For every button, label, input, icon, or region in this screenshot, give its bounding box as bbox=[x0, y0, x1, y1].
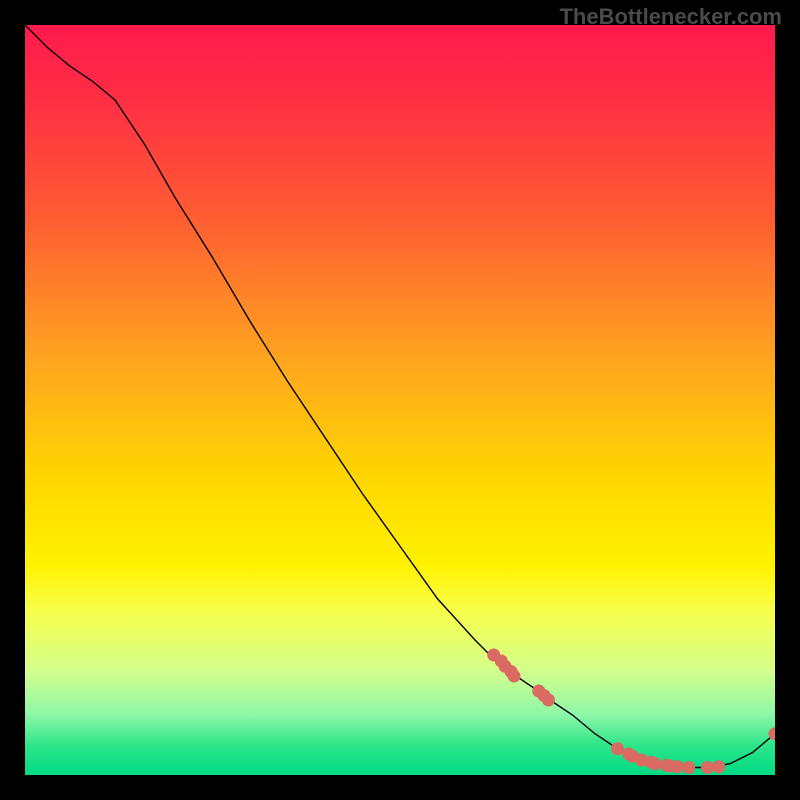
chart-plot-area bbox=[25, 25, 775, 775]
scatter-point bbox=[671, 760, 684, 773]
scatter-point bbox=[542, 694, 555, 707]
scatter-point bbox=[682, 761, 695, 774]
chart-canvas bbox=[25, 25, 775, 775]
chart-background bbox=[25, 25, 775, 775]
scatter-point bbox=[712, 760, 725, 773]
scatter-point bbox=[701, 761, 714, 774]
watermark-text: TheBottlenecker.com bbox=[559, 4, 782, 30]
scatter-point bbox=[649, 757, 662, 770]
scatter-point bbox=[611, 742, 624, 755]
scatter-point bbox=[508, 670, 521, 683]
